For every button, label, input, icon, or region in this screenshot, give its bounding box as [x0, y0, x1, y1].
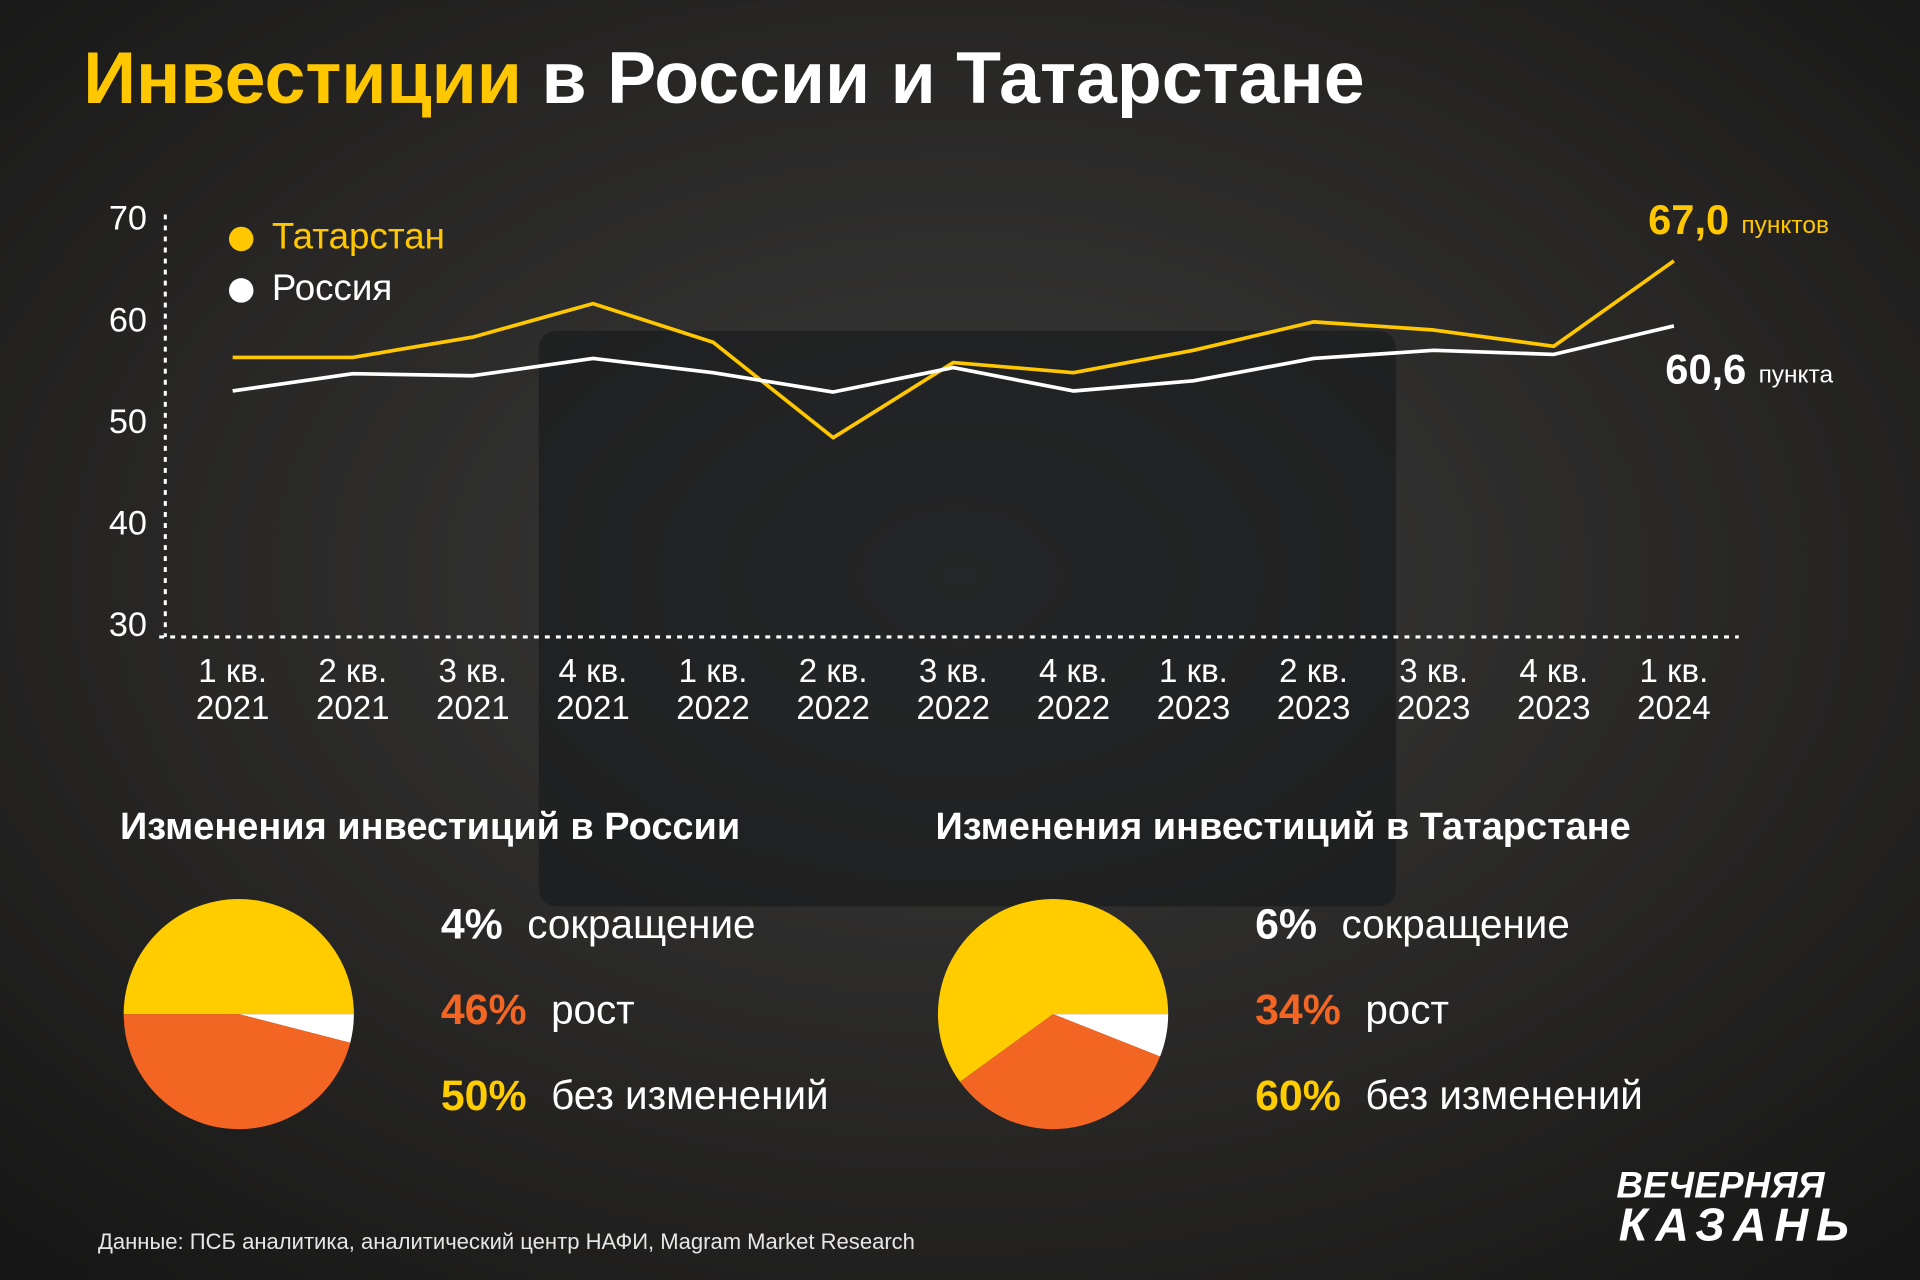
pie-category: сокращение	[1342, 901, 1570, 947]
y-tick-label: 70	[109, 200, 147, 238]
pie-category: сокращение	[527, 901, 755, 947]
pie-value-label: 6%	[1255, 900, 1317, 948]
x-tick-label-box: 1 кв. 2021	[195, 652, 270, 727]
y-tick-label: 50	[109, 403, 147, 441]
x-tick-label: 4 кв. 2023	[1516, 652, 1591, 727]
pie-slice	[123, 899, 354, 1015]
x-tick-label: 2 кв. 2022	[796, 652, 870, 727]
source: Данные: ПСБ аналитика, аналитический цен…	[98, 1229, 915, 1254]
x-tick-label-box: 3 кв. 2022	[916, 652, 991, 727]
x-tick-label: 1 кв. 2023	[1156, 652, 1231, 727]
pie-category: рост	[1365, 987, 1449, 1033]
title-accent: Инвестиции	[83, 36, 522, 119]
logo-line: ВЕЧЕРНЯЯ	[1616, 1165, 1825, 1206]
y-tick-label: 40	[109, 505, 147, 543]
value-label: 60,6	[1665, 345, 1746, 392]
pie-category: без изменений	[551, 1072, 829, 1118]
x-tick-label-box: 2 кв. 2021	[315, 652, 390, 727]
x-tick-label: 3 кв. 2022	[916, 652, 991, 727]
line	[232, 324, 1675, 394]
x-tick-label-box: 2 кв. 2022	[796, 652, 870, 727]
x-tick-label-box: 3 кв. 2023	[1396, 652, 1471, 727]
legend-marker	[228, 226, 254, 252]
pie-category: без изменений	[1365, 1072, 1643, 1118]
x-tick-label: 3 кв. 2023	[1396, 652, 1471, 727]
pie-value-label: 4%	[441, 900, 503, 948]
line	[232, 259, 1675, 440]
laptop-backdrop	[538, 330, 1396, 907]
x-tick-label-box: 4 кв. 2023	[1516, 652, 1591, 727]
value-unit: пунктов	[1741, 212, 1829, 239]
pie-slice	[937, 898, 1169, 1082]
x-tick-label-box: 1 кв. 2024	[1637, 652, 1711, 727]
x-tick-label: 1 кв. 2024	[1637, 652, 1711, 727]
legend-marker	[228, 278, 254, 303]
pie-title: Изменения инвестиций в России	[120, 806, 740, 848]
x-tick-label: 2 кв. 2023	[1276, 652, 1351, 727]
value-label: 67,0	[1648, 196, 1729, 243]
y-tick-label: 60	[109, 301, 147, 339]
pie-slice	[1053, 1014, 1169, 1057]
pie-slice	[238, 1014, 354, 1043]
x-tick-label-box: 3 кв. 2021	[436, 652, 510, 727]
x-tick-label-box: 4 кв. 2021	[556, 652, 630, 727]
pie-value-label: 60%	[1255, 1072, 1341, 1120]
x-tick-label: 4 кв. 2022	[1036, 652, 1111, 727]
legend-label: Россия	[272, 267, 392, 308]
pie-slice	[959, 1014, 1161, 1130]
pie-value-label: 46%	[441, 986, 527, 1034]
pie-slice	[123, 1014, 351, 1130]
x-tick-label: 2 кв. 2021	[315, 652, 390, 727]
pie-category: рост	[551, 987, 635, 1033]
title: в России и Татарстане	[542, 36, 1365, 119]
x-tick-label-box: 1 кв. 2023	[1156, 652, 1231, 727]
x-tick-label: 1 кв. 2022	[676, 652, 750, 727]
value-unit: пункта	[1759, 362, 1834, 389]
x-tick-label-box: 1 кв. 2022	[676, 652, 750, 727]
x-tick-label-box: 4 кв. 2022	[1036, 652, 1111, 727]
x-tick-label: 1 кв. 2021	[195, 652, 270, 727]
pie-value-label: 50%	[441, 1072, 527, 1120]
x-tick-label: 4 кв. 2021	[556, 652, 630, 727]
x-tick-label-box: 2 кв. 2023	[1276, 652, 1351, 727]
legend-label: Татарстан	[272, 216, 445, 257]
x-tick-label: 3 кв. 2021	[436, 652, 510, 727]
pie-title: Изменения инвестиций в Татарстане	[936, 806, 1631, 848]
pie-value-label: 34%	[1255, 986, 1341, 1034]
y-tick-label: 30	[109, 606, 147, 644]
